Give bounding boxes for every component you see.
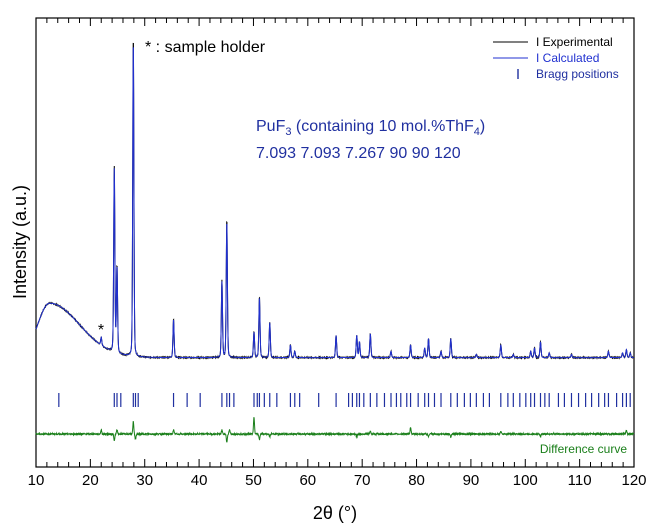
- x-tick-label: 60: [299, 472, 316, 489]
- calculated-series-line: [35, 47, 634, 359]
- x-tick-label: 10: [28, 472, 45, 489]
- difference-curve-label: Difference curve: [540, 442, 627, 456]
- sample-holder-note: * : sample holder: [145, 39, 266, 56]
- axis-ticks: [35, 18, 635, 467]
- x-tick-label: 50: [245, 472, 262, 489]
- bragg-position-marks: [58, 393, 631, 407]
- lattice-parameters: 7.093 7.093 7.267 90 90 120: [256, 145, 461, 162]
- x-tick-label: 80: [408, 472, 425, 489]
- phase-subscript-2: 4: [474, 126, 480, 138]
- phase-suffix: ): [480, 118, 485, 135]
- x-axis-title: 2θ (°): [313, 503, 357, 523]
- phase-prefix: PuF: [256, 118, 286, 135]
- x-tick-label: 20: [82, 472, 99, 489]
- phase-subscript: 3: [285, 126, 291, 138]
- phase-mid: (containing 10 mol.%ThF: [291, 118, 474, 135]
- legend-experimental-label: I Experimental: [536, 35, 613, 49]
- experimental-series-line: [35, 42, 635, 360]
- x-tick-label: 70: [354, 472, 371, 489]
- x-tick-label: 40: [191, 472, 208, 489]
- legend-bragg-label: Bragg positions: [536, 67, 619, 81]
- x-tick-label: 100: [513, 472, 538, 489]
- x-tick-label: 90: [463, 472, 480, 489]
- difference-series-line: [35, 417, 635, 443]
- x-tick-label: 120: [621, 472, 646, 489]
- phase-label: PuF3 (containing 10 mol.%ThF4): [256, 118, 485, 138]
- x-tick-label: 110: [568, 472, 592, 489]
- y-axis-title: Intensity (a.u.): [10, 185, 30, 299]
- plot-frame: [35, 17, 635, 468]
- legend: I Experimental I Calculated Bragg positi…: [493, 35, 619, 81]
- x-tick-labels: 10 20 30 40 50 60 70 80 90 100 110 120: [28, 472, 647, 489]
- legend-calculated-label: I Calculated: [536, 51, 599, 65]
- x-tick-label: 30: [136, 472, 153, 489]
- sample-holder-star: *: [98, 322, 104, 339]
